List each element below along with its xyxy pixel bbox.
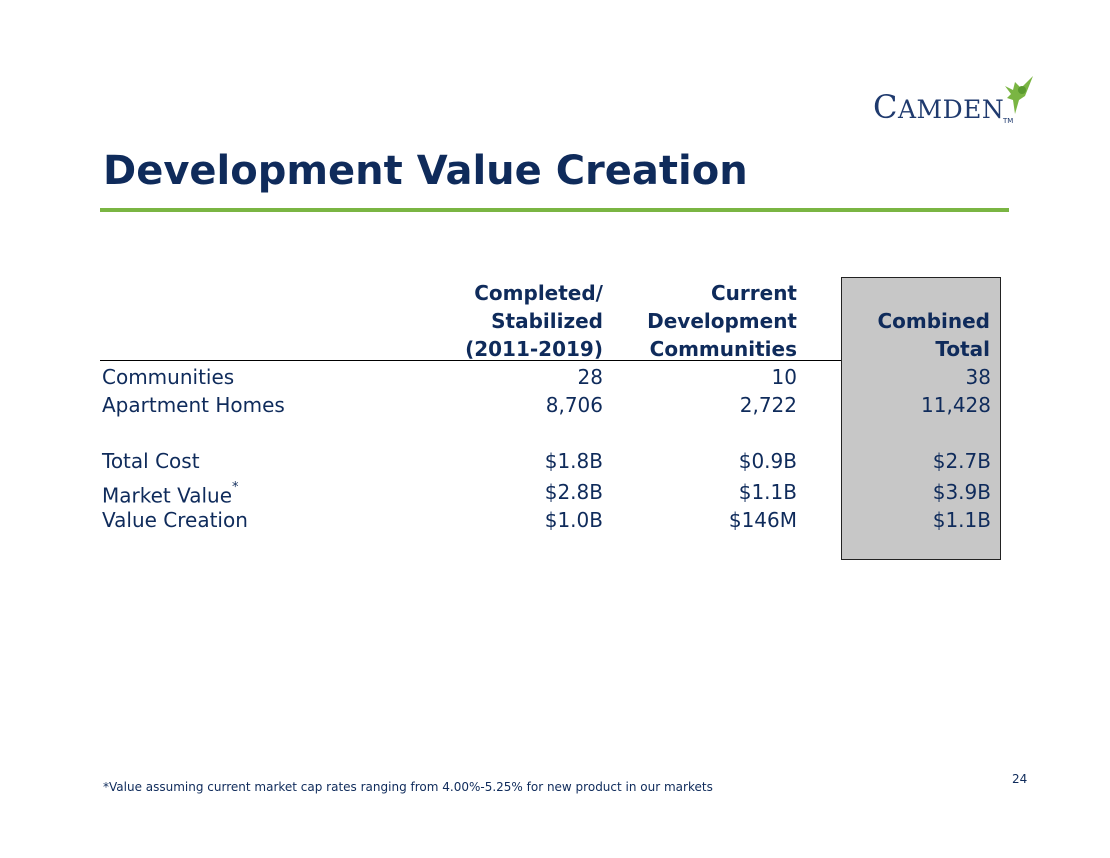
table-row: Value Creation $1.0B $146M $1.1B [100,506,992,534]
combined-total-highlight [841,277,1001,560]
row-label-text: Value Creation [102,508,248,532]
column-header-current: Current Development Communities [630,279,797,363]
header-divider [100,360,841,361]
logo-wordmark: CAMDEN [873,88,1004,126]
row-label-text: Communities [102,365,235,389]
cell-completed: 8,706 [545,393,603,417]
row-label: Value Creation [102,506,248,534]
cell-current: $146M [728,508,797,532]
hummingbird-icon [1005,76,1033,114]
row-label: Market Value* [102,478,239,510]
row-label: Total Cost [102,447,200,475]
logo-trademark: TM [1003,117,1014,125]
camden-logo: CAMDEN TM [873,74,1035,130]
cell-current: $1.1B [738,480,797,504]
column-header-completed: Completed/ Stabilized (2011-2019) [440,279,603,363]
cell-combined: 11,428 [921,393,991,417]
column-header-line: Development [647,309,797,333]
footnote-marker: * [232,480,239,495]
cell-combined: $1.1B [932,508,991,532]
cell-current: 10 [771,365,797,389]
cell-completed: $1.0B [544,508,603,532]
row-label: Communities [102,363,234,391]
row-label-text: Total Cost [102,449,200,473]
column-header-line: Combined [877,309,990,333]
column-header-combined: Combined Total [850,307,990,363]
logo-initial: C [873,88,898,126]
column-header-line: Total [935,337,990,361]
table-row: Apartment Homes 8,706 2,722 11,428 [100,391,992,419]
column-header-line: Communities [649,337,797,361]
cell-completed: 28 [577,365,603,389]
cell-combined: $2.7B [932,449,991,473]
page-title: Development Value Creation [103,148,748,194]
table-row: Market Value* $2.8B $1.1B $3.9B [100,478,992,508]
row-label-text: Market Value [102,483,233,508]
cell-combined: 38 [965,365,991,389]
cell-current: $0.9B [738,449,797,473]
logo-rest: AMDEN [897,95,1005,124]
column-header-line: (2011-2019) [465,337,603,361]
title-underline [100,208,1009,212]
cell-completed: $2.8B [544,480,603,504]
column-header-line: Current [710,281,797,305]
column-header-line: Completed/ [474,281,603,305]
page-number: 24 [1012,772,1028,786]
row-label-text: Apartment Homes [102,393,285,417]
row-label: Apartment Homes [102,391,285,419]
cell-combined: $3.9B [932,480,991,504]
cell-current: 2,722 [739,393,797,417]
table-row: Total Cost $1.8B $0.9B $2.7B [100,447,992,475]
table-row: Communities 28 10 38 [100,363,992,391]
column-header-line: Stabilized [491,309,603,333]
footnote: *Value assuming current market cap rates… [103,780,713,794]
cell-completed: $1.8B [544,449,603,473]
